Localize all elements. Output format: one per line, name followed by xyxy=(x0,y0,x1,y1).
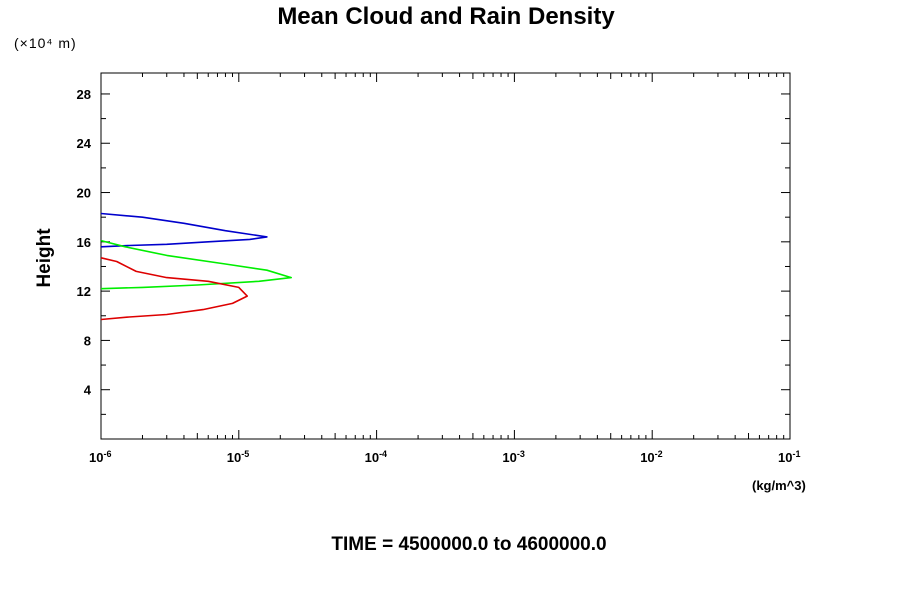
x-axis-unit-label: (kg/m^3) xyxy=(752,478,806,493)
x-tick-label: 10-5 xyxy=(227,449,249,465)
series-line-2 xyxy=(100,239,293,290)
x-tick-label: 10-2 xyxy=(640,449,662,465)
series-line-3 xyxy=(100,257,248,321)
y-tick-label: 8 xyxy=(84,333,91,348)
x-tick-label: 10-1 xyxy=(778,449,800,465)
y-tick-label: 12 xyxy=(77,284,91,299)
time-footer: TIME = 4500000.0 to 4600000.0 xyxy=(331,534,606,555)
y-tick-label: 16 xyxy=(77,235,91,250)
y-axis: 4 8 12 16 20 24 28 xyxy=(77,87,790,415)
x-axis: 10-6 10-5 10-4 10-3 10-2 10-1 xyxy=(89,73,800,465)
y-unit-note: (×10⁴ m) xyxy=(14,35,77,51)
y-tick-label: 28 xyxy=(77,87,91,102)
x-tick-label: 10-3 xyxy=(502,449,524,465)
y-tick-label: 4 xyxy=(84,383,92,398)
series-layer xyxy=(100,212,293,321)
y-axis-label: Height xyxy=(34,228,55,288)
y-tick-label: 20 xyxy=(77,186,91,201)
x-tick-label: 10-4 xyxy=(365,449,387,465)
y-tick-label: 24 xyxy=(77,136,92,151)
series-line-1 xyxy=(100,212,268,248)
plot-frame xyxy=(100,72,791,440)
chart-title: Mean Cloud and Rain Density xyxy=(277,3,615,30)
x-tick-label: 10-6 xyxy=(89,449,111,465)
